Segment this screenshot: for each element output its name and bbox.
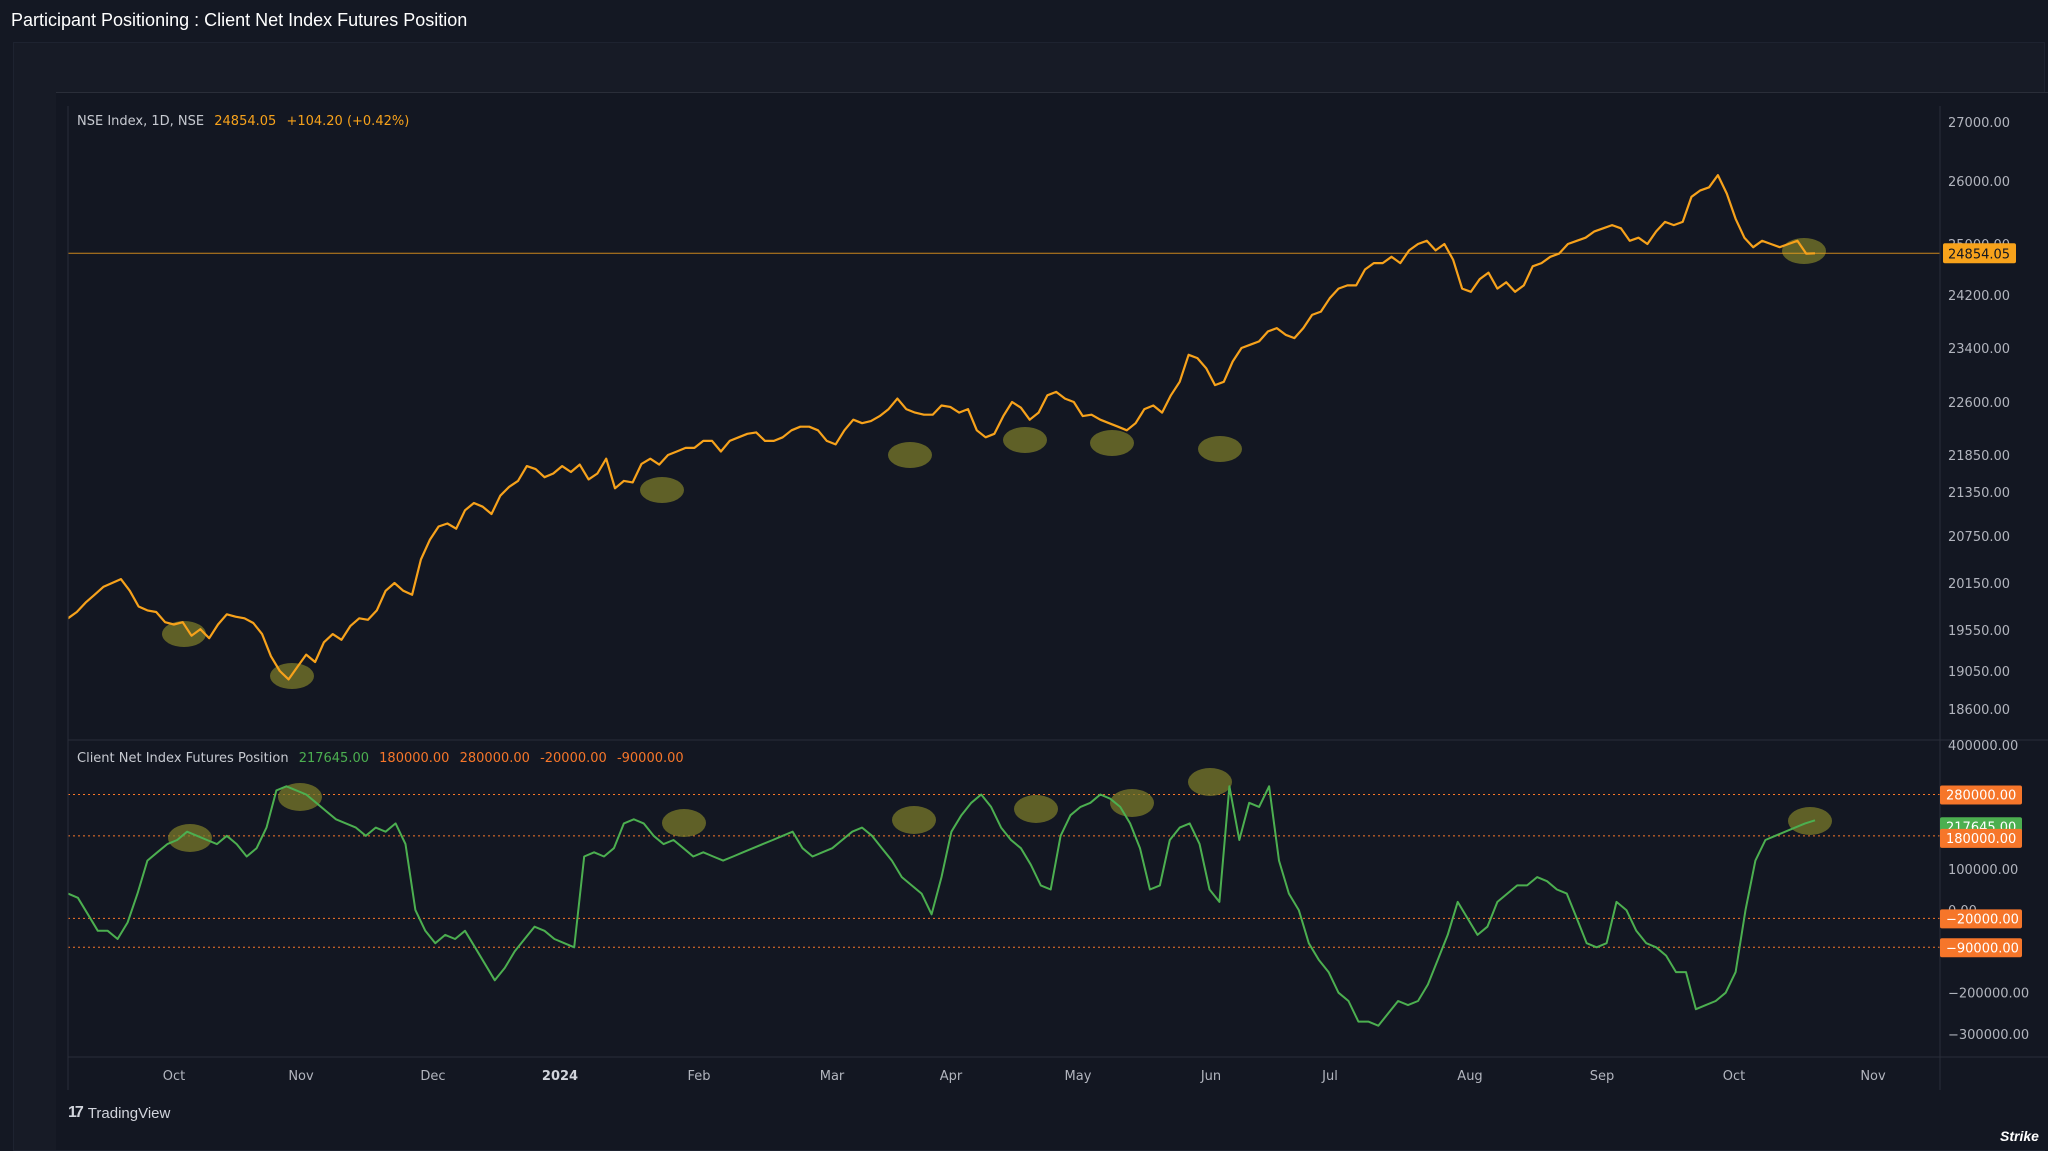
time-tick-label: Nov [1860, 1069, 1886, 1084]
position-tick-label: 100000.00 [1948, 863, 2018, 878]
position-badge-lower_level_1 [1940, 909, 2022, 929]
position-badge-middle_level [1940, 828, 2022, 848]
page-title: Participant Positioning : Client Net Ind… [11, 10, 468, 30]
time-tick-label: Nov [288, 1069, 314, 1084]
position-badge-label: −20000.00 [1946, 912, 2019, 927]
position-pane [67, 768, 1940, 1027]
time-tick-label: Oct [1723, 1069, 1745, 1084]
price-highlight-mark [1003, 427, 1047, 453]
position-highlight-mark [1014, 795, 1058, 823]
position-last: 217645.00 [298, 751, 370, 766]
time-tick-label: Mar [820, 1069, 845, 1084]
price-tick-label: 23400.00 [1948, 342, 2010, 357]
position-badge-label: −90000.00 [1946, 941, 2019, 956]
price-tick-label: 26000.00 [1948, 175, 2010, 190]
position-name: Client Net Index Futures Position [77, 751, 289, 766]
price-tick-label: 24200.00 [1948, 289, 2010, 304]
price-tick-label: 20750.00 [1948, 530, 2010, 545]
price-tick-label: 18600.00 [1948, 703, 2010, 718]
price-last: 24854.05 [214, 114, 277, 129]
position-highlight-mark [662, 809, 706, 837]
price-tick-label: 20150.00 [1948, 577, 2010, 592]
tradingview-brand[interactable]: 17 TradingView [68, 1104, 170, 1122]
chart-panel[interactable] [56, 92, 2048, 1150]
price-tick-label: 19050.00 [1948, 665, 2010, 680]
last-price-label: 24854.05 [1948, 247, 2010, 262]
tradingview-logo-icon: 17 [68, 1104, 84, 1121]
position-highlight-mark [1188, 768, 1232, 796]
time-tick-label: Dec [420, 1069, 445, 1084]
axes: 27000.0026000.0025000.0024200.0023400.00… [67, 106, 2048, 1090]
price-highlight-mark [1090, 430, 1134, 456]
position-badge-upper_level [1940, 785, 2022, 805]
price-highlight-mark [888, 442, 932, 468]
price-series-line [67, 174, 1816, 681]
position-highlight-mark [168, 824, 212, 852]
level-280k: 280000.00 [459, 751, 530, 766]
time-tick-label: Apr [940, 1069, 963, 1084]
tradingview-label: TradingView [87, 1104, 171, 1122]
time-tick-label: Jul [1321, 1069, 1338, 1084]
time-tick-label: May [1065, 1069, 1092, 1084]
price-tick-label: 19550.00 [1948, 624, 2010, 639]
price-legend: NSE Index, 1D, NSE 24854.05 +104.20 (+0.… [77, 114, 415, 129]
price-tick-label: 21350.00 [1948, 486, 2010, 501]
time-tick-label: 2024 [542, 1069, 578, 1084]
position-badge-label: 280000.00 [1946, 789, 2016, 804]
price-symbol: NSE Index, 1D, NSE [77, 114, 205, 129]
time-tick-label: Sep [1590, 1069, 1615, 1084]
position-highlight-mark [892, 806, 936, 834]
position-series-line [67, 785, 1816, 1027]
time-tick-label: Feb [687, 1069, 710, 1084]
price-tick-label: 22600.00 [1948, 396, 2010, 411]
level-minus-20k: -20000.00 [540, 751, 607, 766]
price-highlight-mark [640, 477, 684, 503]
price-pane [67, 174, 1940, 689]
level-minus-90k: -90000.00 [616, 751, 684, 766]
position-tick-label: −300000.00 [1948, 1028, 2029, 1043]
time-tick-label: Jun [1200, 1069, 1221, 1084]
price-highlight-mark [162, 621, 206, 647]
strike-watermark: Strike [2000, 1128, 2039, 1144]
price-tick-label: 27000.00 [1948, 116, 2010, 131]
level-180k: 180000.00 [379, 751, 450, 766]
last-price-badge [1943, 243, 2016, 264]
position-tick-label: −200000.00 [1948, 987, 2029, 1002]
time-tick-label: Aug [1457, 1069, 1482, 1084]
position-badge-label: 180000.00 [1946, 832, 2016, 847]
position-badge-lower_level_2 [1940, 938, 2022, 958]
price-change: +104.20 (+0.42%) [286, 114, 410, 129]
price-highlight-mark [1198, 436, 1242, 462]
position-tick-label: 400000.00 [1948, 739, 2018, 754]
price-tick-label: 21850.00 [1948, 449, 2010, 464]
position-legend: Client Net Index Futures Position 217645… [77, 751, 690, 766]
position-highlight-mark [278, 783, 322, 811]
time-tick-label: Oct [163, 1069, 185, 1084]
